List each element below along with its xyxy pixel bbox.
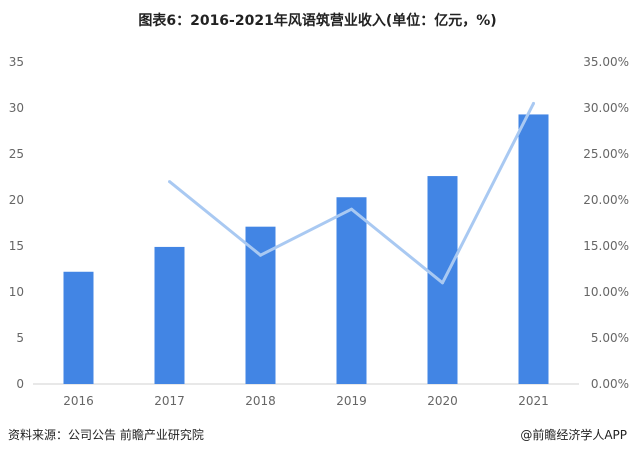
x-tick: 2019: [336, 394, 367, 408]
bar-2021: [518, 114, 549, 384]
right-y-tick: 20.00%: [583, 193, 629, 207]
growth-point-2020: [441, 281, 444, 285]
right-y-tick: 10.00%: [583, 285, 629, 299]
growth-point-2018: [259, 253, 262, 257]
line-series: [168, 101, 535, 285]
x-tick: 2020: [427, 394, 458, 408]
left-y-tick: 20: [9, 193, 24, 207]
bar-2018: [245, 226, 276, 384]
right-y-tick: 5.00%: [591, 331, 629, 345]
bar-series: [63, 114, 549, 384]
growth-point-2019: [350, 207, 353, 211]
left-y-tick: 5: [16, 331, 24, 345]
left-y-axis-ticks: 0 5 10 15 20 25 30 35: [9, 55, 24, 391]
left-y-tick: 25: [9, 147, 24, 161]
right-y-tick: 0.00%: [591, 377, 629, 391]
left-y-tick: 10: [9, 285, 24, 299]
bar-2017: [154, 246, 185, 384]
right-y-tick: 15.00%: [583, 239, 629, 253]
right-y-tick: 30.00%: [583, 101, 629, 115]
chart-title: 图表6：2016-2021年风语筑营业收入(单位：亿元，%): [138, 13, 497, 29]
x-axis-ticks: 2016 2017 2018 2019 2020 2021: [63, 394, 549, 408]
left-y-tick: 0: [16, 377, 24, 391]
x-tick: 2017: [154, 394, 185, 408]
combo-chart: 0 5 10 15 20 25 30 35 0.00% 5.00% 10.00% 15.00% 20.…: [9, 55, 629, 408]
growth-point-2017: [168, 180, 171, 184]
x-tick: 2018: [245, 394, 276, 408]
right-y-tick: 25.00%: [583, 147, 629, 161]
right-y-tick: 35.00%: [583, 55, 629, 69]
right-y-axis-ticks: 0.00% 5.00% 10.00% 15.00% 20.00% 25.00% 30.00%…: [583, 55, 629, 391]
growth-point-2021: [532, 101, 535, 105]
left-y-tick: 30: [9, 101, 24, 115]
x-tick: 2016: [63, 394, 94, 408]
brand-note: @前瞻经济学人APP: [520, 428, 627, 442]
bar-2016: [63, 271, 94, 384]
x-tick: 2021: [518, 394, 549, 408]
bar-2019: [336, 197, 367, 384]
source-note: 资料来源：公司公告 前瞻产业研究院: [8, 428, 204, 442]
left-y-tick: 35: [9, 55, 24, 69]
left-y-tick: 15: [9, 239, 24, 253]
